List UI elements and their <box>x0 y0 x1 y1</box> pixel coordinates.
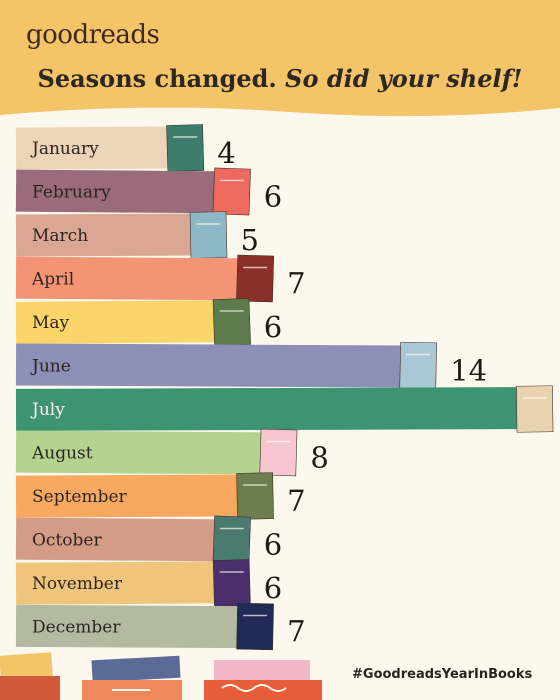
month-label: November <box>32 574 123 594</box>
month-bar-group: December 7 <box>15 602 306 651</box>
month-label: May <box>32 313 70 333</box>
hashtag[interactable]: #GoodreadsYearInBooks <box>352 667 533 682</box>
stack-middle <box>82 655 182 700</box>
month-bar-group: April 7 <box>15 254 306 303</box>
month-bar-group: February 6 <box>15 167 282 216</box>
month-label: October <box>32 531 102 551</box>
book-cover <box>399 341 437 390</box>
page-title: Seasons changed. So did your shelf! <box>0 64 560 93</box>
book-stack-decoration <box>0 652 322 700</box>
month-bar-group: September 7 <box>15 472 306 520</box>
month-value-label: 6 <box>264 528 282 562</box>
month-bar-group: January 4 <box>15 124 236 172</box>
month-bar <box>15 561 226 605</box>
month-label: April <box>31 270 74 290</box>
goodreads-logo[interactable]: goodreads <box>26 20 160 50</box>
month-value-label: 14 <box>450 354 487 388</box>
month-label: January <box>30 139 99 159</box>
month-bar-group: July19 <box>15 385 554 433</box>
month-bar <box>15 169 226 214</box>
month-label: June <box>30 357 71 377</box>
month-bar <box>15 213 203 257</box>
book-cover <box>212 559 251 607</box>
stack-left <box>0 652 60 700</box>
month-bar <box>15 126 180 170</box>
month-bar <box>15 343 413 388</box>
month-label: February <box>32 183 111 203</box>
month-bar-group: August 8 <box>15 428 329 477</box>
month-value-label: 6 <box>264 180 282 214</box>
title-main: Seasons changed. <box>37 64 277 93</box>
book-cover <box>212 515 251 564</box>
month-bar-group: March 5 <box>15 211 259 259</box>
month-label: September <box>32 487 128 507</box>
month-value-label: 7 <box>287 615 305 649</box>
month-label: March <box>32 226 88 246</box>
month-bar-group: May 6 <box>15 298 282 346</box>
month-value-label: 4 <box>217 136 235 170</box>
stack-right <box>204 660 322 700</box>
month-bar-group: October 6 <box>15 515 282 564</box>
month-value-label: 7 <box>287 484 305 518</box>
book-cover <box>166 124 205 172</box>
month-bar <box>15 517 226 562</box>
month-bar <box>15 300 226 344</box>
month-value-label: 7 <box>287 267 305 301</box>
month-bar <box>15 256 250 301</box>
month-bar <box>15 604 250 649</box>
book-cover <box>516 385 554 433</box>
month-label: August <box>31 444 93 464</box>
month-value-label: 6 <box>264 571 282 605</box>
header-background <box>0 0 560 117</box>
month-bar-group: June 14 <box>15 341 487 390</box>
month-value-label: 6 <box>264 310 282 344</box>
book-cover <box>236 472 274 520</box>
month-label: December <box>32 618 121 638</box>
month-bar <box>15 430 273 475</box>
month-value-label: 8 <box>310 441 328 475</box>
title-emphasis: So did your shelf! <box>285 64 523 93</box>
header-banner <box>0 0 560 117</box>
book-cover <box>236 254 275 303</box>
month-label: July <box>30 400 65 420</box>
month-bar-group: November 6 <box>15 559 282 607</box>
book-cover <box>259 428 298 477</box>
book-cover <box>189 211 228 259</box>
book-cover <box>212 167 251 216</box>
month-bar <box>15 474 250 518</box>
book-cover <box>212 298 251 346</box>
month-bar <box>15 387 529 431</box>
month-value-label: 5 <box>241 223 259 257</box>
